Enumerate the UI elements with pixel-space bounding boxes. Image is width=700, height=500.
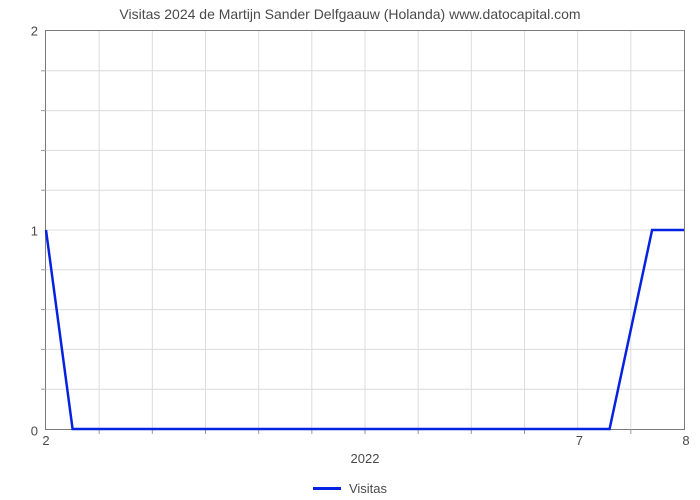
x-tick-label: 7 (576, 433, 583, 448)
legend: Visitas (0, 477, 700, 496)
y-tick-label: 2 (31, 24, 38, 39)
x-axis-title: 2022 (46, 451, 684, 466)
chart-title: Visitas 2024 de Martijn Sander Delfgaauw… (0, 6, 700, 22)
legend-swatch (313, 487, 341, 490)
plot-area: 0122782022 (45, 30, 685, 430)
y-tick-label: 0 (31, 424, 38, 439)
y-tick-label: 1 (31, 224, 38, 239)
legend-item: Visitas (313, 481, 387, 496)
chart-container: Visitas 2024 de Martijn Sander Delfgaauw… (0, 0, 700, 500)
x-tick-label: 2 (42, 433, 49, 448)
legend-label: Visitas (349, 481, 387, 496)
x-tick-label: 8 (682, 433, 689, 448)
series-line (46, 230, 684, 429)
series-lines (46, 31, 684, 429)
